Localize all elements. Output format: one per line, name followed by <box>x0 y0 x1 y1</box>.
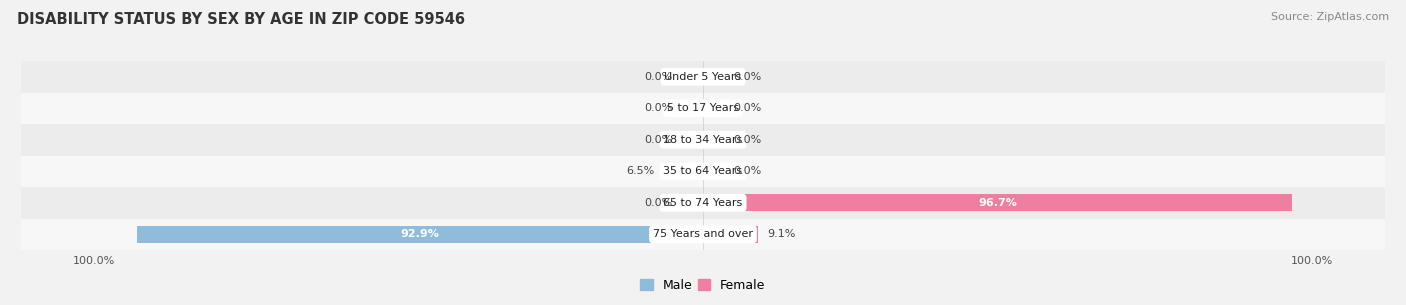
Bar <box>682 100 703 117</box>
Text: 92.9%: 92.9% <box>401 229 440 239</box>
Text: 9.1%: 9.1% <box>768 229 796 239</box>
Bar <box>21 187 1385 219</box>
Bar <box>703 226 758 243</box>
Bar <box>682 131 703 149</box>
Text: 0.0%: 0.0% <box>644 103 672 113</box>
Text: 18 to 34 Years: 18 to 34 Years <box>664 135 742 145</box>
Bar <box>21 219 1385 250</box>
Bar <box>682 68 703 85</box>
Text: 5 to 17 Years: 5 to 17 Years <box>666 103 740 113</box>
Text: 6.5%: 6.5% <box>626 166 654 176</box>
Bar <box>703 194 1292 211</box>
Bar <box>682 194 703 211</box>
Bar <box>21 92 1385 124</box>
Text: 0.0%: 0.0% <box>734 135 762 145</box>
Text: 0.0%: 0.0% <box>734 72 762 82</box>
Text: 0.0%: 0.0% <box>644 72 672 82</box>
Text: DISABILITY STATUS BY SEX BY AGE IN ZIP CODE 59546: DISABILITY STATUS BY SEX BY AGE IN ZIP C… <box>17 12 465 27</box>
Bar <box>703 68 724 85</box>
Text: 96.7%: 96.7% <box>979 198 1017 208</box>
Text: Source: ZipAtlas.com: Source: ZipAtlas.com <box>1271 12 1389 22</box>
Bar <box>664 163 703 180</box>
Text: 65 to 74 Years: 65 to 74 Years <box>664 198 742 208</box>
Text: Under 5 Years: Under 5 Years <box>665 72 741 82</box>
Text: 0.0%: 0.0% <box>644 198 672 208</box>
Text: 75 Years and over: 75 Years and over <box>652 229 754 239</box>
Text: 0.0%: 0.0% <box>734 103 762 113</box>
Text: 0.0%: 0.0% <box>734 166 762 176</box>
Bar <box>21 124 1385 156</box>
Bar <box>703 131 724 149</box>
Bar <box>21 156 1385 187</box>
Bar <box>138 226 703 243</box>
Text: 35 to 64 Years: 35 to 64 Years <box>664 166 742 176</box>
Bar <box>703 163 724 180</box>
Bar <box>703 100 724 117</box>
Text: 0.0%: 0.0% <box>644 135 672 145</box>
Legend: Male, Female: Male, Female <box>636 274 770 297</box>
Bar <box>21 61 1385 92</box>
